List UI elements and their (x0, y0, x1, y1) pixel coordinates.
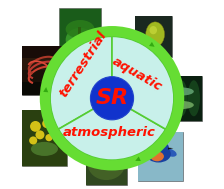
Ellipse shape (66, 20, 95, 38)
Ellipse shape (31, 142, 58, 156)
Text: SR: SR (95, 88, 129, 108)
Ellipse shape (146, 146, 171, 163)
Bar (22, 82, 63, 94)
Bar (161, 76, 202, 121)
Ellipse shape (140, 148, 154, 157)
Circle shape (160, 143, 169, 152)
Circle shape (29, 136, 37, 145)
Circle shape (90, 77, 134, 120)
Ellipse shape (188, 80, 200, 116)
Ellipse shape (93, 153, 103, 161)
Bar (22, 46, 63, 94)
Bar (22, 46, 63, 58)
Ellipse shape (163, 80, 175, 116)
Ellipse shape (146, 22, 165, 47)
Text: atmospheric: atmospheric (63, 126, 156, 139)
Bar (138, 132, 183, 181)
Bar (86, 139, 127, 184)
Circle shape (103, 151, 110, 157)
Bar (22, 109, 67, 166)
Ellipse shape (163, 148, 177, 157)
Ellipse shape (151, 152, 164, 161)
Bar (138, 132, 183, 181)
Ellipse shape (150, 26, 157, 34)
Wedge shape (40, 26, 184, 170)
Ellipse shape (169, 101, 194, 109)
Ellipse shape (100, 154, 113, 165)
Bar (59, 48, 101, 61)
Wedge shape (58, 98, 166, 160)
Ellipse shape (169, 88, 194, 96)
Wedge shape (50, 36, 112, 129)
Bar (22, 109, 67, 166)
Bar (86, 139, 127, 184)
Bar (161, 76, 202, 121)
Wedge shape (112, 36, 174, 129)
Bar (135, 16, 172, 57)
Bar (78, 27, 81, 50)
Circle shape (30, 121, 41, 132)
Ellipse shape (175, 80, 188, 116)
Circle shape (35, 130, 44, 139)
Text: aquatic: aquatic (110, 54, 165, 93)
Ellipse shape (110, 153, 120, 161)
Circle shape (42, 119, 51, 128)
Ellipse shape (66, 37, 95, 63)
Polygon shape (168, 148, 173, 149)
Ellipse shape (66, 28, 95, 52)
Bar (22, 58, 63, 70)
Text: terrestrial: terrestrial (57, 29, 109, 100)
Ellipse shape (88, 149, 125, 180)
Circle shape (45, 134, 53, 141)
Bar (22, 70, 63, 82)
Bar (135, 16, 172, 57)
Circle shape (50, 125, 58, 133)
Bar (59, 8, 101, 61)
